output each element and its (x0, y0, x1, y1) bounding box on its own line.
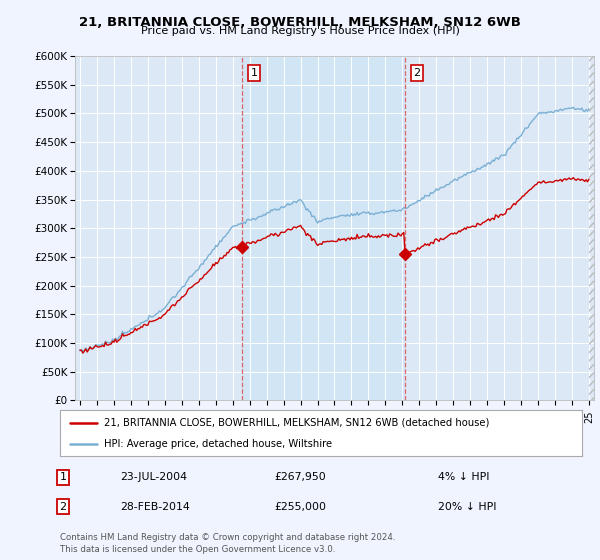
Bar (242, 56, 405, 400)
Text: 4% ↓ HPI: 4% ↓ HPI (438, 472, 490, 482)
Text: 20% ↓ HPI: 20% ↓ HPI (438, 502, 497, 512)
Text: 2: 2 (59, 502, 67, 512)
Text: £267,950: £267,950 (274, 472, 326, 482)
Text: Price paid vs. HM Land Registry's House Price Index (HPI): Price paid vs. HM Land Registry's House … (140, 26, 460, 36)
Text: 1: 1 (251, 68, 257, 78)
Text: 21, BRITANNIA CLOSE, BOWERHILL, MELKSHAM, SN12 6WB: 21, BRITANNIA CLOSE, BOWERHILL, MELKSHAM… (79, 16, 521, 29)
Text: 2: 2 (413, 68, 421, 78)
Text: Contains HM Land Registry data © Crown copyright and database right 2024.
This d: Contains HM Land Registry data © Crown c… (60, 533, 395, 554)
Text: £255,000: £255,000 (274, 502, 326, 512)
Text: 23-JUL-2004: 23-JUL-2004 (120, 472, 187, 482)
Text: 28-FEB-2014: 28-FEB-2014 (120, 502, 190, 512)
Bar (589, 56, 600, 400)
Text: 1: 1 (59, 472, 67, 482)
Text: HPI: Average price, detached house, Wiltshire: HPI: Average price, detached house, Wilt… (104, 439, 332, 449)
Text: 21, BRITANNIA CLOSE, BOWERHILL, MELKSHAM, SN12 6WB (detached house): 21, BRITANNIA CLOSE, BOWERHILL, MELKSHAM… (104, 418, 490, 428)
